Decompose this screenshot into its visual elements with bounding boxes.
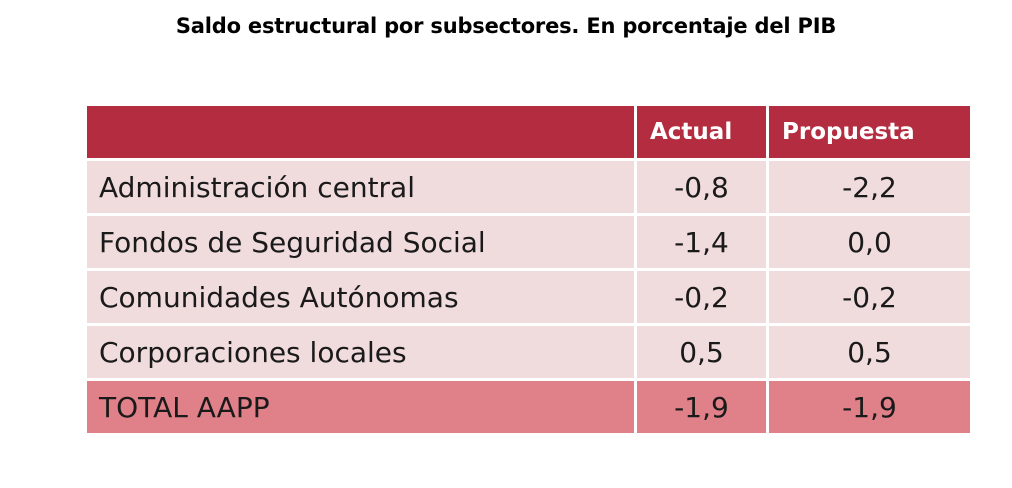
total-row: TOTAL AAPP -1,9 -1,9 — [84, 378, 973, 436]
header-cell-actual: Actual — [634, 103, 769, 161]
cell-actual: -0,8 — [634, 158, 769, 216]
total-label: TOTAL AAPP — [84, 378, 637, 436]
cell-propuesta: 0,0 — [766, 213, 973, 271]
row-label: Administración central — [84, 158, 637, 216]
cell-propuesta: 0,5 — [766, 323, 973, 381]
table-row: Corporaciones locales 0,5 0,5 — [84, 323, 973, 381]
total-propuesta: -1,9 — [766, 378, 973, 436]
table-row: Fondos de Seguridad Social -1,4 0,0 — [84, 213, 973, 271]
row-label: Fondos de Seguridad Social — [84, 213, 637, 271]
header-cell-propuesta: Propuesta — [766, 103, 973, 161]
header-row: Actual Propuesta — [84, 103, 973, 161]
row-label: Comunidades Autónomas — [84, 268, 637, 326]
table-row: Comunidades Autónomas -0,2 -0,2 — [84, 268, 973, 326]
row-label: Corporaciones locales — [84, 323, 637, 381]
data-table: Actual Propuesta Administración central … — [84, 103, 973, 436]
cell-propuesta: -2,2 — [766, 158, 973, 216]
table-title: Saldo estructural por subsectores. En po… — [175, 14, 837, 38]
cell-propuesta: -0,2 — [766, 268, 973, 326]
total-actual: -1,9 — [634, 378, 769, 436]
cell-actual: 0,5 — [634, 323, 769, 381]
table-row: Administración central -0,8 -2,2 — [84, 158, 973, 216]
cell-actual: -0,2 — [634, 268, 769, 326]
header-cell-label — [84, 103, 637, 161]
cell-actual: -1,4 — [634, 213, 769, 271]
